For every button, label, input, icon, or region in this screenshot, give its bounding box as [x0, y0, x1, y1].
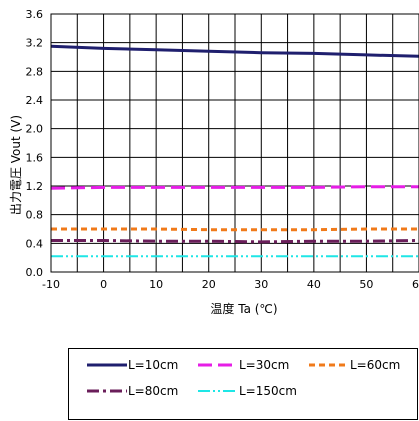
series-line-l-60cm — [51, 227, 419, 232]
series-line-l-80cm — [51, 239, 419, 244]
legend-item-l80: L=80cm — [87, 383, 178, 399]
series-lines — [50, 44, 419, 258]
y-tick-label: 2.0 — [26, 123, 44, 136]
x-tick-label: -10 — [42, 278, 60, 291]
legend-label: L=10cm — [128, 358, 179, 372]
x-tick-label: 20 — [202, 278, 216, 291]
y-tick-label: 3.2 — [26, 37, 44, 50]
y-tick-label: 0.0 — [26, 266, 44, 279]
legend-label: L=150cm — [239, 384, 297, 398]
x-tick-label: 10 — [149, 278, 163, 291]
series-line-l-10cm — [50, 44, 419, 58]
x-axis-label: 温度 Ta (℃) — [210, 301, 277, 316]
grid-lines — [51, 14, 419, 272]
legend-item-l30: L=30cm — [198, 357, 289, 373]
chart-plot: 0.0 0.4 0.8 1.2 1.6 2.0 2.4 2.8 3.2 3.6 -10 0 10 20 3… — [9, 8, 419, 316]
y-tick-label: 1.6 — [26, 151, 44, 164]
legend-item-l10: L=10cm — [87, 357, 178, 373]
series-line-l-30cm — [50, 185, 419, 190]
x-tick-labels: -10 0 10 20 30 40 50 60 — [42, 278, 419, 291]
legend-item-l60: L=60cm — [309, 357, 400, 373]
y-axis-label: 出力電圧 Vout (V) — [9, 115, 23, 215]
legend-label: L=80cm — [128, 384, 179, 398]
y-tick-label: 2.8 — [26, 65, 44, 78]
y-tick-label: 0.8 — [26, 209, 44, 222]
y-tick-label: 0.4 — [26, 237, 44, 250]
plot-border — [50, 13, 419, 273]
x-tick-label: 0 — [100, 278, 107, 291]
legend: L=10cm L=30cm L=60cm L=80cm L=150cm — [68, 348, 418, 420]
y-tick-labels: 0.0 0.4 0.8 1.2 1.6 2.0 2.4 2.8 3.2 3.6 — [26, 8, 44, 279]
x-tick-label: 60 — [412, 278, 419, 291]
y-tick-label: 1.2 — [26, 180, 44, 193]
x-tick-label: 40 — [307, 278, 321, 291]
legend-label: L=60cm — [350, 358, 401, 372]
legend-item-l150: L=150cm — [198, 383, 297, 399]
y-tick-label: 2.4 — [26, 94, 44, 107]
legend-label: L=30cm — [239, 358, 290, 372]
x-tick-label: 50 — [359, 278, 373, 291]
y-tick-label: 3.6 — [26, 8, 44, 21]
x-tick-label: 30 — [254, 278, 268, 291]
